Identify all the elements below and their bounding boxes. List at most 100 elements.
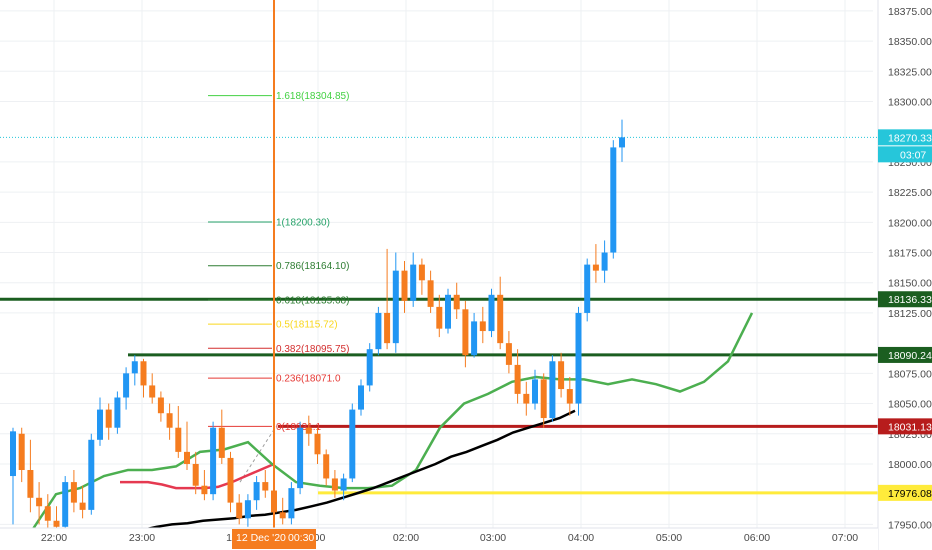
candle-body: [18, 433, 25, 471]
candle-body: [201, 485, 208, 495]
candle-body: [10, 431, 16, 477]
time-tick-label: 05:00: [656, 532, 682, 544]
price-tick-label: 18075.00: [888, 368, 932, 380]
fib-level-label: 0(18031.1: [276, 422, 321, 433]
candle-body: [288, 488, 295, 519]
candle-body: [123, 373, 130, 398]
candle-body: [505, 343, 512, 365]
current-price-tag: [878, 129, 932, 146]
candle-body: [392, 270, 399, 344]
fib-level-label: 1.618(18304.85): [276, 91, 349, 102]
candle-body: [375, 312, 382, 350]
candle-body: [427, 280, 434, 307]
candle-body: [53, 520, 60, 527]
level-price-value: 18136.33: [888, 294, 932, 306]
level-price-tag: [878, 346, 932, 363]
candle-body: [453, 294, 460, 310]
candle-body: [244, 500, 251, 519]
crosshair-time-label: 00:30: [288, 532, 314, 544]
candle-body: [566, 389, 573, 404]
candle-body: [210, 427, 217, 495]
fib-trend-line: [239, 426, 277, 483]
candle-body: [610, 147, 617, 253]
candle-body: [523, 393, 530, 404]
candle-body: [418, 264, 425, 281]
candle-body: [340, 478, 347, 491]
candle-body: [79, 502, 86, 510]
price-tick-label: 18125.00: [888, 308, 932, 320]
fib-level-label: 0.236(18071.0: [276, 374, 341, 385]
fib-level-label: 0.786(18164.10): [276, 261, 349, 272]
candle-body: [601, 252, 608, 271]
candle-body: [619, 137, 625, 148]
candle-body: [27, 470, 34, 498]
price-tick-label: 17950.00: [888, 519, 932, 531]
candle-body: [175, 427, 182, 452]
price-axis[interactable]: 18375.0018350.0018325.0018300.0018250.00…: [877, 0, 932, 550]
candle-body: [297, 427, 304, 489]
time-tick-label: 02:00: [393, 532, 419, 544]
candle-body: [549, 361, 556, 419]
candle-body: [349, 409, 356, 479]
candle-body: [149, 385, 156, 398]
candle-body: [366, 349, 373, 386]
fib-level-label: 1(18200.30): [276, 217, 330, 228]
price-tick-label: 18375.00: [888, 6, 932, 18]
crosshair-date-label: 12 Dec '20: [236, 532, 286, 544]
level-price-tag: [878, 291, 932, 308]
candle-body: [140, 361, 147, 386]
candle-body: [62, 482, 69, 527]
level-price-value: 17976.08: [888, 488, 932, 500]
red-indicator-line: [120, 462, 275, 490]
countdown-tag: [878, 146, 932, 163]
time-tick-label: 06:00: [744, 532, 770, 544]
candle-body: [227, 457, 234, 503]
price-tick-label: 18350.00: [888, 36, 932, 48]
price-tick-label: 18300.00: [888, 96, 932, 108]
candle-body: [384, 312, 391, 344]
price-tick-label: 18000.00: [888, 459, 932, 471]
candle-body: [114, 397, 121, 428]
time-axis[interactable]: 22:00 23:00 1:00 02:00 03:00 04:00 05:00 06:00 0…: [0, 527, 878, 550]
candle-body: [401, 270, 408, 301]
candle-body: [184, 451, 190, 464]
time-tick-label: 22:00: [41, 532, 67, 544]
price-axis-background: [878, 0, 932, 550]
candle-body: [497, 294, 504, 344]
candle-body: [558, 361, 565, 390]
level-price-value: 18031.13: [888, 421, 932, 433]
level-price-tag: [878, 418, 932, 435]
candle-body: [488, 294, 495, 332]
candle-body: [166, 413, 173, 428]
price-tick-label: 18175.00: [888, 248, 932, 260]
candle-body: [514, 364, 521, 394]
fib-level-label: 0.382(18095.75): [276, 344, 349, 355]
fib-level-label: 0.618(18135.68): [276, 296, 349, 307]
candle-body: [236, 502, 243, 519]
candle-body: [532, 379, 538, 404]
candle-body: [540, 379, 547, 419]
level-price-value: 18090.24: [888, 350, 932, 362]
candle-body: [331, 478, 338, 491]
time-tick-label: 03:00: [480, 532, 506, 544]
candle-body: [105, 409, 112, 428]
time-tick-label: 07:00: [832, 532, 858, 544]
candle-body: [253, 482, 260, 501]
candle-body: [584, 264, 591, 313]
candle-body: [36, 497, 43, 507]
candle-body: [44, 506, 51, 521]
candle-body: [575, 312, 582, 404]
candle-body: [97, 409, 103, 440]
candle-body: [436, 306, 443, 329]
fib-retracement[interactable]: 1.618(18304.85) 1(18200.30) 0.786(18164.10…: [208, 91, 349, 483]
time-tick-label: 1: [226, 532, 232, 544]
candle-body: [314, 433, 321, 455]
current-price-value: 18270.33: [888, 132, 932, 144]
candle-body: [192, 463, 199, 486]
candle-body: [592, 264, 599, 271]
candle-body: [323, 454, 330, 479]
price-tick-label: 18325.00: [888, 66, 932, 78]
price-tick-label: 18225.00: [888, 187, 932, 199]
